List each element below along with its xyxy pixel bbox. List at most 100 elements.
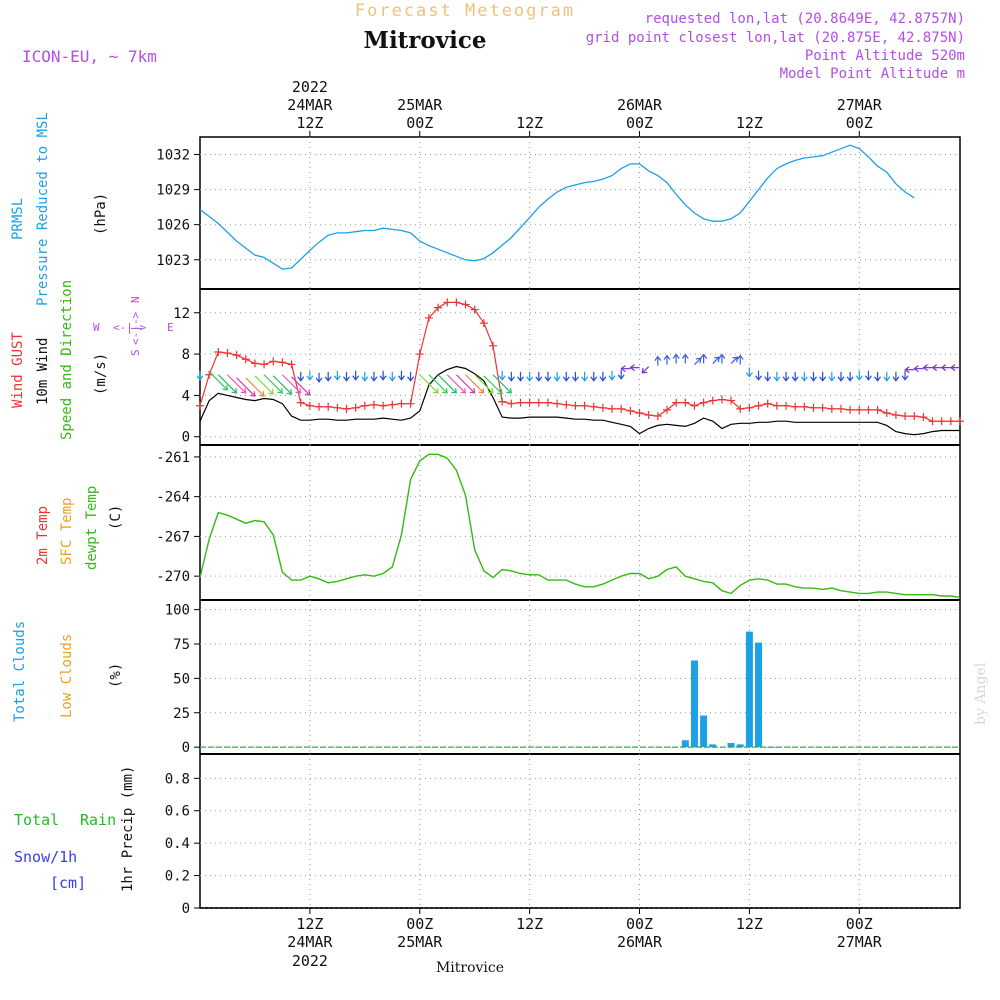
y-tick-label: 4: [182, 388, 190, 404]
y-tick-label: 1023: [156, 253, 190, 269]
requested-coords: requested lon,lat (20.8649E, 42.8757N): [645, 11, 965, 27]
wind-arrow-head: [581, 376, 589, 382]
gust-point: [223, 349, 232, 358]
wind-arrow-head: [736, 354, 744, 360]
watermark: by Angel: [973, 662, 989, 725]
gust-point: [928, 417, 937, 426]
wind-direction-arrow: [419, 374, 439, 394]
cloud-bar: [736, 744, 744, 748]
y-tick-label: 0.2: [165, 869, 190, 885]
date-tick-label: 26MAR: [617, 96, 663, 114]
wind-arrow-head: [506, 387, 512, 394]
wind-arrow-head: [892, 376, 900, 382]
gust-point: [241, 355, 250, 364]
time-tick-label: 12Z: [736, 114, 763, 132]
wind-arrow-head: [388, 376, 396, 382]
wind-label-2: 10m Wind: [35, 338, 51, 405]
wind-direction-arrow: [465, 374, 485, 394]
precip-label-total: Total: [14, 811, 59, 829]
gust-point: [772, 401, 781, 410]
gust-point: [717, 395, 726, 404]
y-tick-label: -264: [156, 490, 190, 506]
wind-arrow-head: [950, 364, 956, 372]
gust-point: [635, 408, 644, 417]
gust-point: [489, 341, 498, 350]
gust-point: [498, 397, 507, 406]
wind-direction-arrow: [446, 374, 466, 394]
wind-arrow-head: [922, 364, 928, 372]
y-tick-label: 1026: [156, 218, 190, 234]
gust-point: [461, 300, 470, 309]
gust-point: [901, 412, 910, 421]
gust-point: [836, 404, 845, 413]
gust-point: [434, 303, 443, 312]
time-tick-label: 00Z: [406, 114, 433, 132]
wind-arrow-head: [315, 377, 323, 383]
wind-arrow-head: [608, 375, 616, 381]
cloud-bar: [764, 747, 772, 748]
wind-arrow-head: [629, 364, 635, 372]
temp-label-3: dewpt Temp: [84, 486, 100, 570]
temp-label-2: SFC Temp: [59, 498, 75, 565]
y-tick-label: 100: [165, 603, 190, 619]
wind-arrow-head: [913, 365, 919, 373]
cloud-bar: [755, 642, 763, 748]
y-tick-label: -267: [156, 529, 190, 545]
time-tick-label: 00Z: [846, 915, 873, 933]
y-tick-label: 50: [173, 671, 190, 687]
compass-arrows-v: <-|->: [129, 312, 142, 345]
wind-arrow-head: [249, 391, 256, 397]
wind-gust-line: [199, 301, 960, 422]
pressure-line: [199, 144, 915, 270]
wind-direction-arrow: [245, 377, 265, 397]
date-tick-label: 25MAR: [397, 933, 443, 951]
wind-arrow-head: [590, 376, 598, 382]
wind-direction-arrow: [254, 375, 274, 395]
wind-direction-arrow: [712, 356, 720, 364]
pressure-series: [199, 144, 915, 270]
wind-direction-arrow: [428, 374, 448, 394]
wind-arrow-head: [497, 388, 503, 395]
gust-point: [424, 313, 433, 322]
gust-point: [296, 398, 305, 407]
time-tick-label: 00Z: [626, 915, 653, 933]
gust-point: [333, 403, 342, 412]
wind-arrow-head: [407, 376, 415, 382]
wind-series: [196, 298, 964, 436]
y-tick-label: 0.8: [165, 771, 190, 787]
compass-e: E: [167, 321, 174, 334]
gust-point: [882, 408, 891, 417]
gust-point: [846, 405, 855, 414]
gust-point: [855, 405, 864, 414]
grid-lines: [200, 137, 960, 909]
gust-point: [690, 401, 699, 410]
wind-arrow-head: [810, 376, 817, 382]
wind-arrow-head: [498, 375, 506, 381]
gust-point: [470, 305, 479, 314]
gust-point: [818, 403, 827, 412]
wind-arrow-head: [517, 376, 524, 382]
gust-point: [745, 403, 754, 412]
year-tick-label: 2022: [292, 78, 328, 96]
wind-arrow-head: [460, 387, 467, 394]
wind-arrow-head: [819, 376, 827, 382]
y-tick-label: 0: [182, 430, 190, 446]
cloud-bar: [727, 743, 735, 748]
gust-point: [873, 405, 882, 414]
gust-point: [351, 403, 360, 412]
wind-arrow-head: [828, 376, 836, 382]
gust-point: [525, 398, 534, 407]
date-tick-label: 25MAR: [397, 96, 443, 114]
wind-arrow-head: [343, 376, 350, 382]
wind-arrow-head: [553, 376, 561, 382]
wind-arrow-head: [544, 376, 552, 382]
wind-arrow-head: [745, 372, 753, 378]
wind-arrow-head: [617, 374, 625, 380]
gust-point: [589, 402, 598, 411]
wind-arrow-head: [571, 376, 579, 382]
wind-10m-line: [199, 365, 960, 436]
wind-arrow-head: [432, 387, 439, 394]
gust-point: [534, 398, 543, 407]
wind-arrow-head: [901, 375, 909, 381]
dewpoint-line: [199, 453, 961, 599]
